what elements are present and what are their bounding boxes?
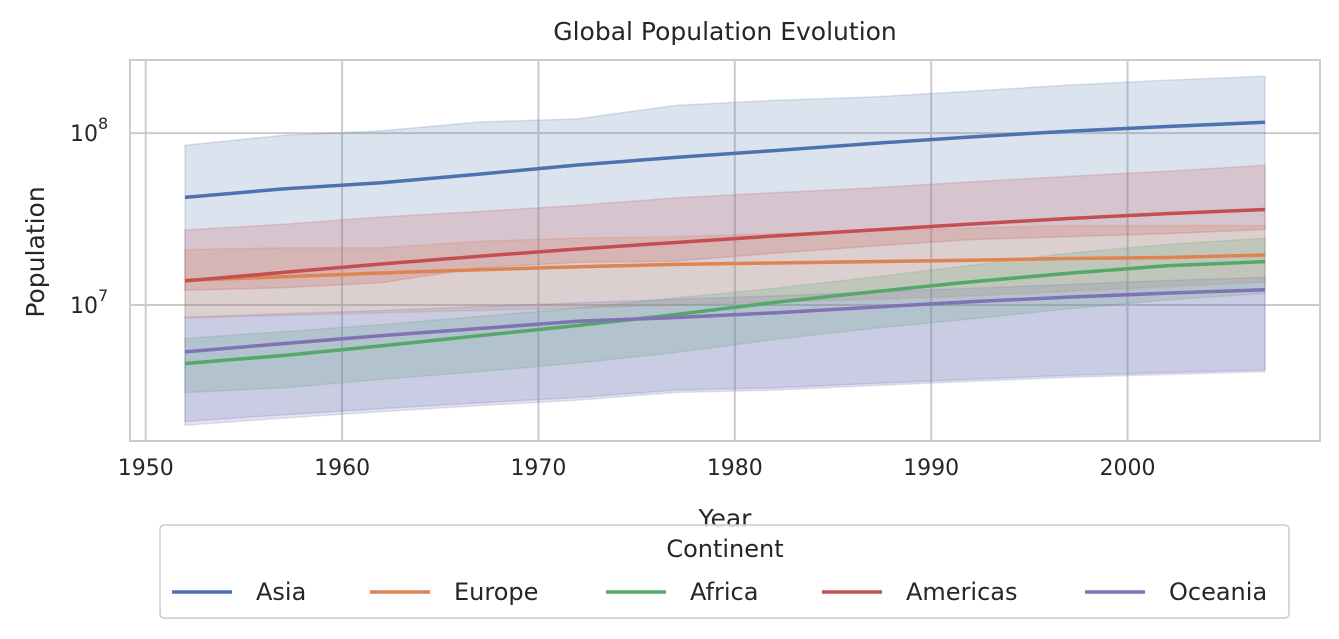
ci-band-asia: [184, 75, 1266, 423]
x-tick-label: 2000: [1100, 456, 1156, 481]
legend: Continent Asia Europe Africa Americas Oceani…: [159, 524, 1290, 619]
x-tick-label: 1970: [510, 456, 566, 481]
legend-box: [159, 524, 1290, 619]
legend-label: Africa: [690, 578, 758, 606]
series-line-africa: [184, 259, 1266, 366]
legend-item-asia: Asia: [172, 578, 306, 606]
legend-label: Asia: [256, 578, 306, 606]
chart-title: Global Population Evolution: [553, 17, 897, 46]
legend-label: Europe: [454, 578, 538, 606]
legend-label: Oceania: [1169, 578, 1267, 606]
series-line-oceania: [184, 288, 1266, 354]
y-tick-labels: 107 108: [70, 114, 108, 319]
plot-frame: [129, 59, 1321, 442]
y-tick-label: 107: [70, 286, 108, 319]
series-line-asia: [184, 120, 1266, 200]
ci-band-oceania: [184, 276, 1266, 427]
series-line-americas: [184, 207, 1266, 283]
x-tick-label: 1950: [118, 456, 174, 481]
legend-title: Continent: [666, 535, 783, 563]
x-tick-label: 1990: [903, 456, 959, 481]
legend-label: Americas: [906, 578, 1018, 606]
legend-item-africa: Africa: [606, 578, 758, 606]
y-axis-label: Population: [21, 186, 50, 317]
ci-band-europe: [184, 224, 1266, 319]
x-tick-label: 1960: [314, 456, 370, 481]
series-line-europe: [184, 253, 1266, 282]
series-lines: [184, 120, 1266, 366]
y-tick-label: 108: [70, 114, 108, 147]
legend-item-europe: Europe: [370, 578, 538, 606]
x-tick-label: 1980: [707, 456, 763, 481]
legend-item-oceania: Oceania: [1085, 578, 1267, 606]
x-tick-labels: 1950 1960 1970 1980 1990 2000: [118, 456, 1156, 481]
grid: [130, 60, 1320, 441]
legend-item-americas: Americas: [822, 578, 1018, 606]
